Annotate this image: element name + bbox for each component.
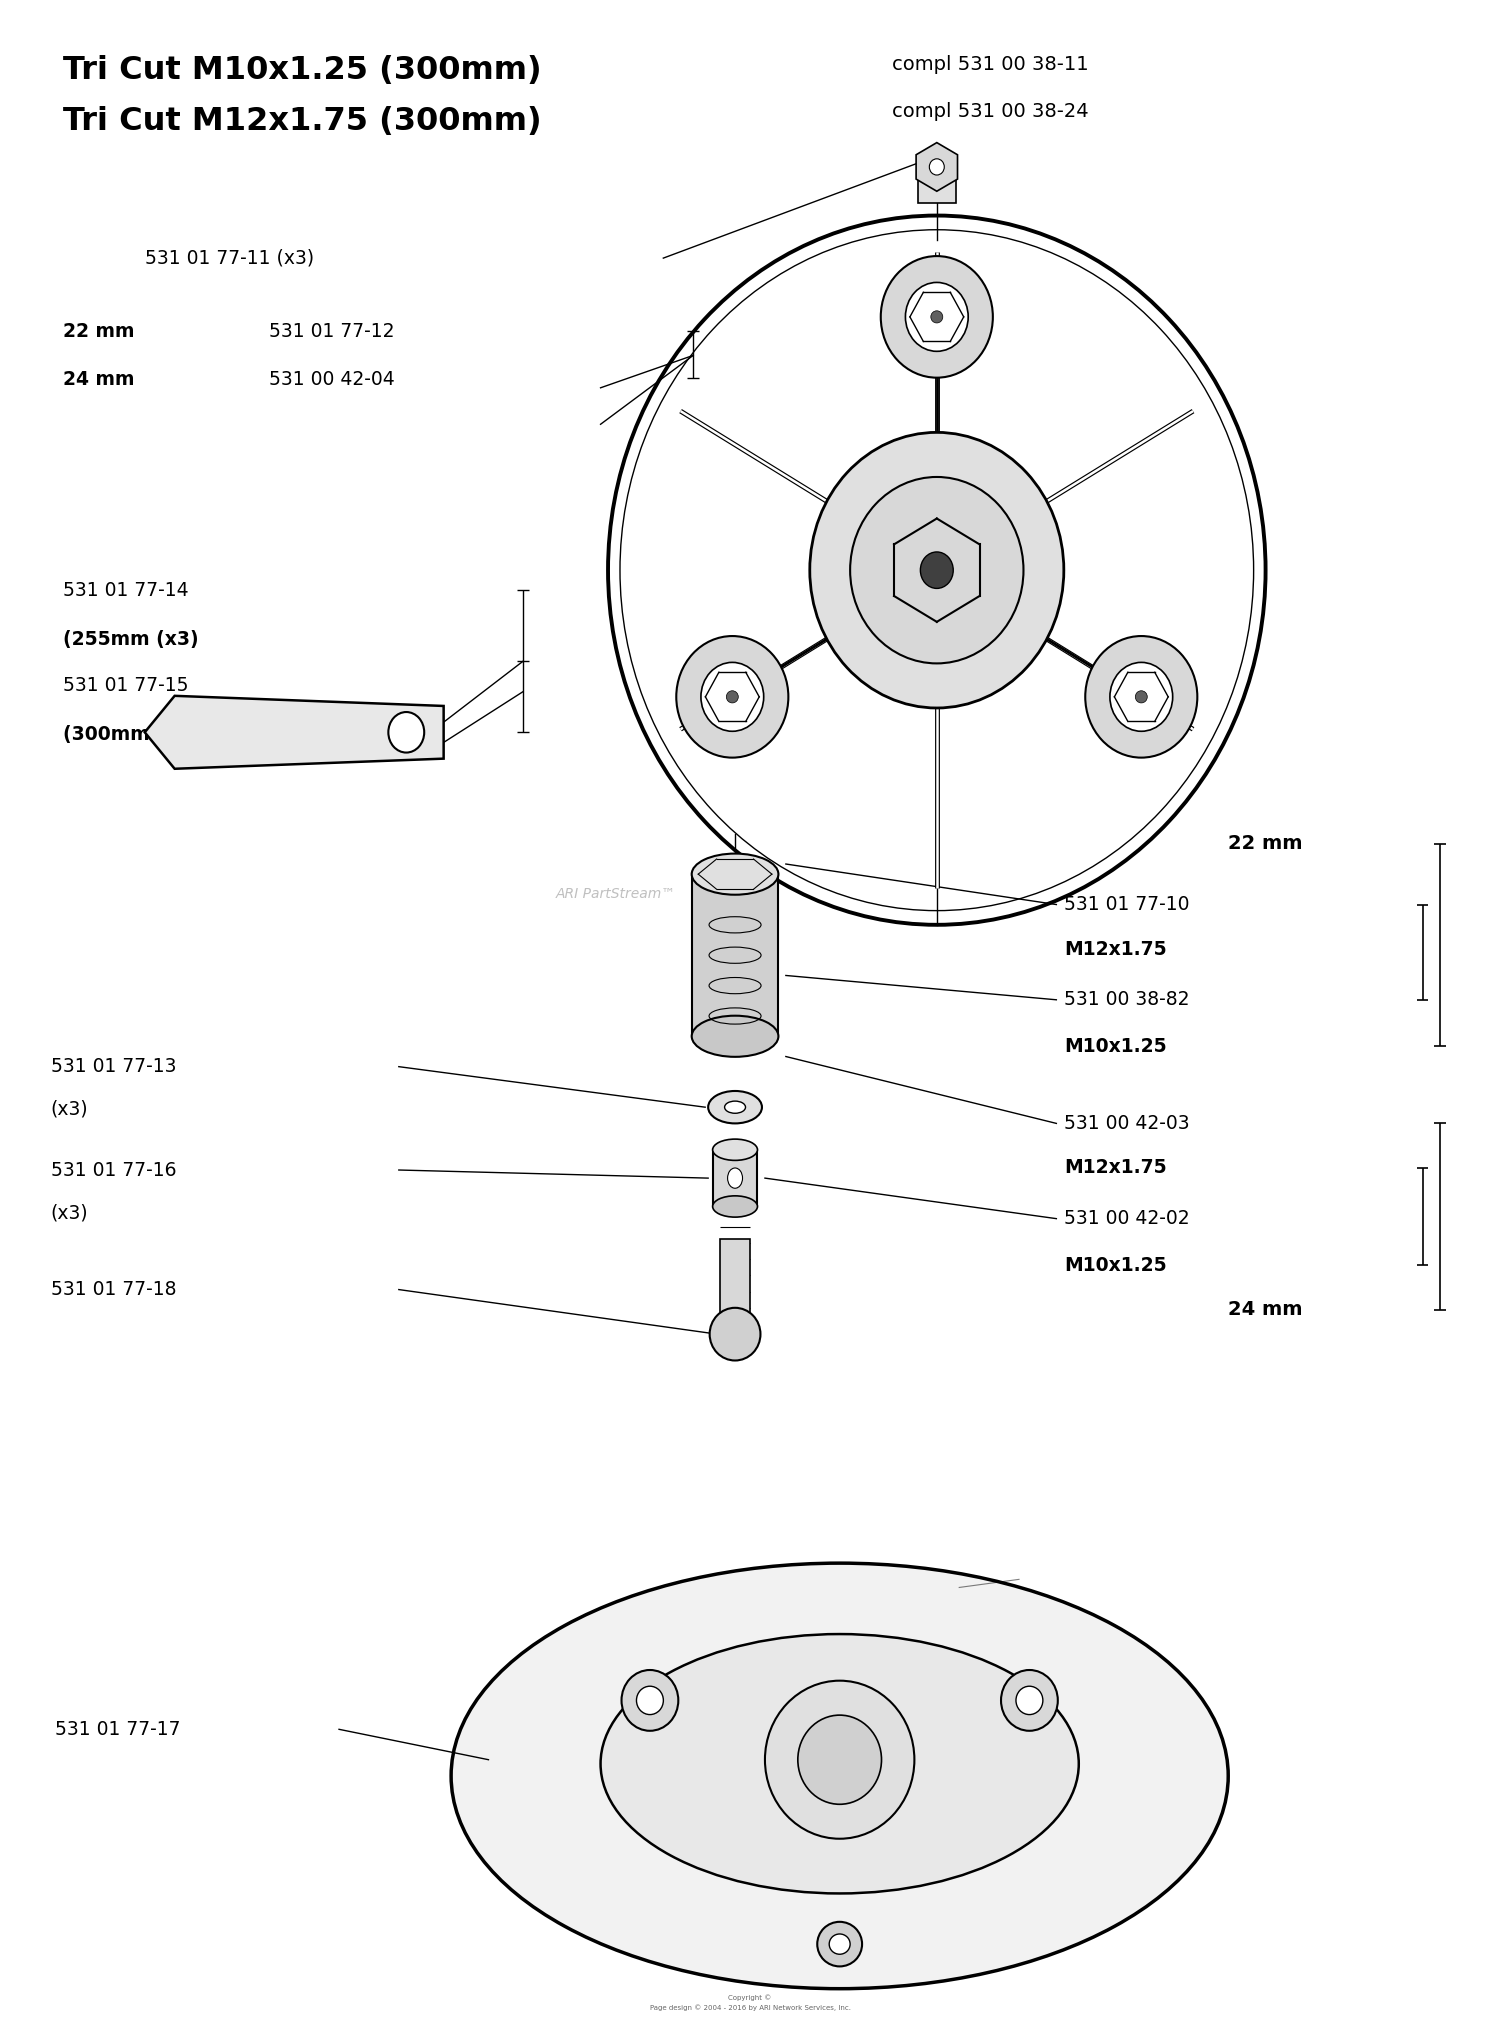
Text: Copyright ©
Page design © 2004 - 2016 by ARI Network Services, Inc.: Copyright © Page design © 2004 - 2016 by… — [650, 1995, 850, 2012]
Text: M12x1.75: M12x1.75 — [1064, 939, 1167, 959]
Ellipse shape — [676, 636, 789, 758]
FancyBboxPatch shape — [918, 179, 956, 203]
Ellipse shape — [830, 1934, 850, 1955]
Ellipse shape — [600, 1634, 1078, 1894]
Text: 24 mm: 24 mm — [63, 370, 134, 390]
Text: Tri Cut M10x1.25 (300mm): Tri Cut M10x1.25 (300mm) — [63, 55, 542, 87]
Ellipse shape — [692, 853, 778, 894]
Ellipse shape — [724, 1101, 746, 1114]
Ellipse shape — [798, 1715, 882, 1804]
Text: 531 01 77-14: 531 01 77-14 — [63, 581, 188, 599]
Text: Tri Cut M12x1.75 (300mm): Tri Cut M12x1.75 (300mm) — [63, 106, 542, 136]
Ellipse shape — [712, 1140, 758, 1160]
Ellipse shape — [621, 1670, 678, 1731]
Text: 531 01 77-13: 531 01 77-13 — [51, 1057, 176, 1077]
Text: 22 mm: 22 mm — [1228, 835, 1302, 853]
Text: 531 00 42-02: 531 00 42-02 — [1064, 1209, 1190, 1227]
Ellipse shape — [614, 221, 1260, 918]
Text: ARI PartStream™: ARI PartStream™ — [555, 888, 675, 902]
Text: M10x1.25: M10x1.25 — [1064, 1036, 1167, 1057]
Ellipse shape — [906, 282, 968, 352]
Ellipse shape — [930, 158, 945, 175]
Text: 22 mm: 22 mm — [63, 321, 134, 341]
FancyBboxPatch shape — [692, 874, 778, 1036]
Ellipse shape — [452, 1563, 1228, 1989]
Text: 531 01 77-12: 531 01 77-12 — [268, 321, 394, 341]
Ellipse shape — [921, 553, 952, 589]
Ellipse shape — [932, 311, 944, 323]
Ellipse shape — [850, 478, 1023, 662]
Ellipse shape — [765, 1680, 915, 1839]
Ellipse shape — [710, 1309, 760, 1361]
Text: 531 01 77-17: 531 01 77-17 — [56, 1719, 180, 1739]
Ellipse shape — [1086, 636, 1197, 758]
Ellipse shape — [1016, 1687, 1042, 1715]
Ellipse shape — [818, 1922, 862, 1967]
Ellipse shape — [1110, 662, 1173, 732]
Text: 531 00 38-82: 531 00 38-82 — [1064, 990, 1190, 1010]
Text: 531 01 77-11 (x3): 531 01 77-11 (x3) — [144, 248, 314, 268]
Text: 531 01 77-16: 531 01 77-16 — [51, 1160, 176, 1179]
Text: compl 531 00 38-24: compl 531 00 38-24 — [892, 102, 1089, 122]
Text: 531 00 42-03: 531 00 42-03 — [1064, 1114, 1190, 1134]
Ellipse shape — [708, 1091, 762, 1124]
FancyBboxPatch shape — [712, 1150, 758, 1207]
Text: (300mm (x3): (300mm (x3) — [63, 725, 198, 744]
Ellipse shape — [726, 691, 738, 703]
Text: (x3): (x3) — [51, 1099, 88, 1120]
Text: M10x1.25: M10x1.25 — [1064, 1256, 1167, 1274]
Polygon shape — [916, 142, 957, 191]
Text: 531 01 77-18: 531 01 77-18 — [51, 1280, 176, 1298]
Ellipse shape — [1136, 691, 1148, 703]
Text: 531 01 77-10: 531 01 77-10 — [1064, 894, 1190, 914]
Ellipse shape — [810, 433, 1064, 707]
Text: 531 01 77-15: 531 01 77-15 — [63, 677, 188, 695]
Ellipse shape — [712, 1197, 758, 1217]
Text: 531 00 42-04: 531 00 42-04 — [268, 370, 394, 390]
FancyBboxPatch shape — [720, 1240, 750, 1317]
Ellipse shape — [388, 711, 424, 752]
Ellipse shape — [636, 1687, 663, 1715]
Ellipse shape — [700, 662, 764, 732]
Ellipse shape — [692, 1016, 778, 1057]
Polygon shape — [144, 695, 444, 768]
Text: 24 mm: 24 mm — [1228, 1300, 1302, 1319]
Text: (x3): (x3) — [51, 1203, 88, 1221]
Text: M12x1.75: M12x1.75 — [1064, 1158, 1167, 1177]
Ellipse shape — [728, 1168, 742, 1189]
Text: (255mm (x3): (255mm (x3) — [63, 630, 198, 648]
Text: compl 531 00 38-11: compl 531 00 38-11 — [892, 55, 1089, 75]
Ellipse shape — [1000, 1670, 1058, 1731]
Ellipse shape — [880, 256, 993, 378]
